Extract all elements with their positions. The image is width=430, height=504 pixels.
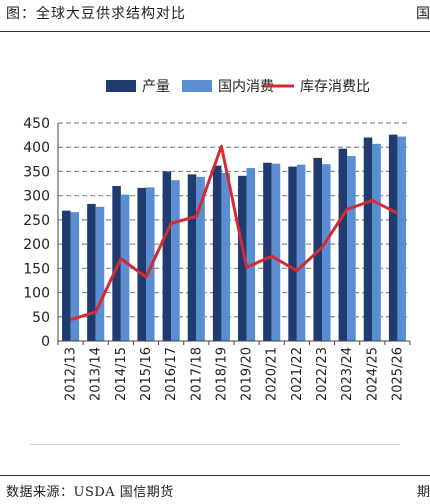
x-tick-label: 2020/21 <box>265 347 280 401</box>
x-tick-label: 2017/18 <box>189 347 204 401</box>
bar-production <box>112 185 121 341</box>
bottom-divider <box>0 475 430 476</box>
bar-consumption <box>372 143 381 341</box>
ratio-line <box>70 144 399 322</box>
bar-production <box>263 162 272 341</box>
bar-production <box>288 166 297 341</box>
top-divider <box>0 31 430 32</box>
legend-label-ratio: 库存消费比 <box>300 79 370 95</box>
bar-consumption <box>196 176 205 341</box>
bar-production <box>238 175 247 341</box>
x-tick-label: 2021/22 <box>290 347 305 401</box>
x-tick-label: 2018/19 <box>214 347 229 401</box>
y-tick-label: 100 <box>23 286 50 302</box>
bar-consumption <box>221 172 230 341</box>
y-tick-label: 50 <box>32 310 50 326</box>
grid-lines <box>58 122 410 318</box>
bar-production <box>62 210 71 341</box>
legend: 产量 国内消费 库存消费比 <box>106 79 370 95</box>
soybean-supply-demand-chart: 0 50 100 150 200 250 300 350 400 450 2012/13 2013/… <box>23 79 411 401</box>
x-tick-label: 2023/24 <box>340 347 355 401</box>
y-tick-label: 200 <box>23 237 50 253</box>
bar-production <box>363 137 373 341</box>
legend-label-consumption: 国内消费 <box>218 79 274 95</box>
bar-consumption <box>296 164 306 341</box>
bar-production <box>388 134 398 341</box>
bar-consumption <box>70 212 80 341</box>
bar-consumption <box>120 194 130 341</box>
x-tick-labels: 2012/13 2013/14 2014/15 2015/16 2016/17 2017/… <box>64 347 406 401</box>
ratio-line-series <box>70 144 399 322</box>
figure-title: 图：全球大豆供求结构对比 <box>6 6 186 22</box>
bar-production <box>187 174 197 341</box>
y-tick-label: 300 <box>23 189 50 205</box>
cropped-edge-text: 期 <box>416 485 430 500</box>
bar-series <box>62 134 406 341</box>
x-tick-label: 2019/20 <box>240 347 255 401</box>
bar-consumption <box>347 155 356 341</box>
bar-production <box>137 187 146 341</box>
x-tick-label: 2022/23 <box>315 347 330 401</box>
y-tick-label: 250 <box>23 213 50 229</box>
bar-consumption <box>246 168 256 341</box>
bar-production <box>162 171 172 341</box>
x-tick-label: 2013/14 <box>89 347 104 401</box>
x-tick-label: 2025/26 <box>390 347 405 401</box>
y-tick-label: 150 <box>23 261 50 277</box>
x-tick-label: 2015/16 <box>139 347 154 401</box>
bar-consumption <box>95 206 105 341</box>
bar-consumption <box>146 187 155 341</box>
bar-production <box>338 148 348 341</box>
bar-consumption <box>397 136 406 341</box>
legend-label-production: 产量 <box>142 79 170 95</box>
y-tick-label: 400 <box>23 140 50 156</box>
chart-bottom-divider <box>30 444 400 445</box>
x-tick-label: 2024/25 <box>365 347 380 401</box>
x-tick-label: 2012/13 <box>64 347 79 401</box>
bar-production <box>212 165 222 341</box>
y-tick-label: 0 <box>41 334 50 350</box>
bar-production <box>87 203 96 341</box>
source-note: 数据来源：USDA 国信期货 <box>6 485 174 500</box>
bar-consumption <box>322 164 331 341</box>
x-tick-label: 2016/17 <box>164 347 179 401</box>
axes <box>57 123 411 345</box>
legend-swatch-production <box>106 80 136 92</box>
x-tick-label: 2014/15 <box>114 347 129 401</box>
y-tick-label: 450 <box>23 116 50 132</box>
legend-swatch-consumption <box>182 80 212 92</box>
y-tick-labels: 0 50 100 150 200 250 300 350 400 450 <box>23 116 50 350</box>
bar-consumption <box>271 163 281 341</box>
cropped-edge-text: 国 <box>416 6 430 22</box>
bar-consumption <box>171 180 180 341</box>
y-tick-label: 350 <box>23 164 50 180</box>
